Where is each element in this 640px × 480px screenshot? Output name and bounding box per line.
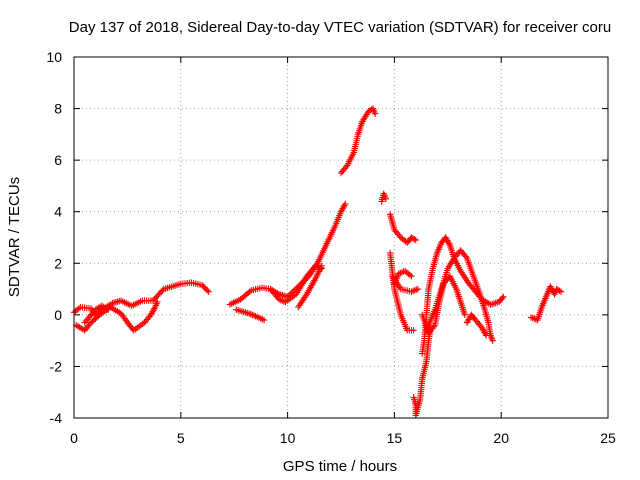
series-mid-track-b [233,306,268,324]
data-point [412,236,419,244]
data-point [204,287,211,294]
data-point [445,240,453,247]
y-tick-label: 8 [54,101,62,117]
data-point [557,288,565,295]
series-late-track-e [391,267,415,288]
axis-ticks [73,56,609,419]
series-late-track-a [378,190,390,205]
x-axis-label: GPS time / hours [283,458,397,475]
data-point [382,195,390,203]
x-tick-label: 25 [600,430,616,446]
data-point [462,253,469,260]
data-point [414,285,422,293]
data-point [205,288,212,295]
data-point [489,337,496,344]
chart-title: Day 137 of 2018, Sidereal Day-to-day VTE… [69,19,611,36]
y-tick-label: 2 [54,255,62,271]
data-point [86,320,94,328]
data-point [461,311,469,319]
data-point [318,262,325,270]
data-point [104,306,112,313]
y-tick-label: -4 [50,410,63,426]
y-tick-label: 0 [54,307,62,323]
series-peak-track [337,105,379,177]
data-point [95,312,102,320]
series-end-track [527,283,565,324]
x-tick-label: 5 [177,430,185,446]
series-late-track-f [410,324,434,419]
data-point [410,327,417,334]
data-point [396,232,403,240]
x-tick-labels: 0 5 10 15 20 25 [70,430,616,446]
data-point [246,288,253,295]
data-markers [70,105,565,419]
series-late-track-j [463,311,490,339]
series-late-track-i [423,247,496,344]
y-tick-label: 4 [54,204,62,220]
data-point [342,163,350,171]
data-point [341,202,348,209]
data-point [154,298,161,306]
plot-frame [73,56,609,419]
data-point [499,294,506,302]
data-point [500,293,507,301]
grid [74,57,608,418]
data-point [159,287,166,294]
y-tick-label: -2 [50,358,63,374]
data-point [483,332,490,339]
series-early-track-c [81,302,112,326]
series-mid-track-a [226,200,349,308]
data-point [371,110,379,117]
data-point [408,272,415,280]
x-tick-label: 15 [387,430,403,446]
series-mid-track-d [295,262,325,311]
series-mid-track-c [267,262,325,306]
data-point [260,316,268,324]
series-early-track-b [72,298,161,334]
y-tick-label: 6 [54,152,62,168]
series-late-track-b [386,211,419,246]
x-tick-label: 0 [70,430,78,446]
x-tick-label: 20 [493,430,509,446]
y-tick-label: 10 [46,49,62,65]
x-tick-label: 10 [280,430,296,446]
data-point [151,305,158,312]
data-point [411,287,418,294]
data-point [430,323,437,330]
series-late-track-g [418,234,507,357]
data-point [556,287,563,294]
series-late-track-c [386,249,417,334]
y-axis-label: SDTVAR / TECUs [6,177,23,297]
series-early-track-a [70,279,212,319]
data-point [411,236,418,243]
data-point [482,330,489,338]
data-point [342,200,349,208]
y-tick-labels: -4 -2 0 2 4 6 8 10 [46,49,62,426]
